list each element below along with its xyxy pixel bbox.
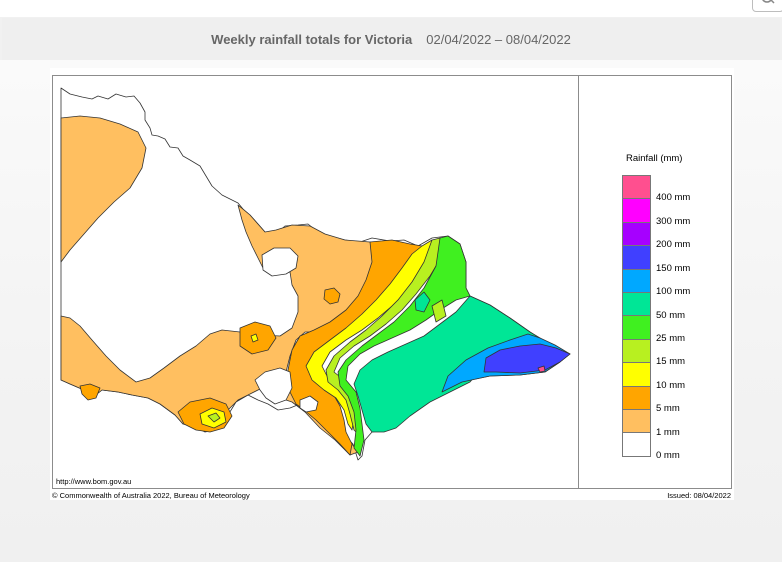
legend-label: 200 mm	[656, 239, 691, 250]
legend-label: 400 mm	[656, 192, 691, 203]
legend-label: 10 mm	[656, 380, 686, 391]
legend-swatch-400plus	[623, 176, 650, 200]
legend-swatch-300-400	[623, 199, 650, 223]
issued-date: Issued: 08/04/2022	[667, 491, 731, 500]
legend-colorbar	[622, 175, 651, 457]
legend-label: 0 mm	[656, 450, 680, 461]
legend-swatch-200-300	[623, 222, 650, 247]
legend-title: Rainfall (mm)	[626, 153, 683, 164]
legend-label: 25 mm	[656, 333, 686, 344]
legend-label: 50 mm	[656, 310, 686, 321]
legend-swatch-25-50	[623, 316, 650, 340]
legend-label: 1 mm	[656, 427, 680, 438]
search-icon	[762, 0, 775, 4]
top-bar	[0, 0, 782, 17]
legend-swatch-50-100	[623, 292, 650, 317]
legend-swatch-1-5	[623, 409, 650, 434]
legend-swatch-150-200	[623, 246, 650, 270]
legend-divider	[578, 75, 579, 489]
rainfall-map	[60, 87, 571, 461]
legend-label: 15 mm	[656, 356, 686, 367]
legend-swatch-100-150	[623, 269, 650, 293]
copyright-text: © Commonwealth of Australia 2022, Bureau…	[52, 491, 250, 500]
legend-label: 150 mm	[656, 263, 691, 274]
legend-swatch-5-10	[623, 386, 650, 410]
legend-label: 300 mm	[656, 216, 691, 227]
source-url[interactable]: http://www.bom.gov.au	[56, 477, 132, 486]
search-button[interactable]	[752, 0, 782, 12]
legend-swatch-15-25	[623, 339, 650, 364]
date-range: 02/04/2022 – 08/04/2022	[426, 31, 571, 47]
title-band: Weekly rainfall totals for Victoria 02/0…	[2, 18, 780, 60]
legend-swatch-10-15	[623, 363, 650, 387]
legend-swatch-0-1	[623, 433, 650, 456]
legend-label: 100 mm	[656, 286, 691, 297]
page-title: Weekly rainfall totals for Victoria	[211, 31, 413, 47]
legend-label: 5 mm	[656, 403, 680, 414]
